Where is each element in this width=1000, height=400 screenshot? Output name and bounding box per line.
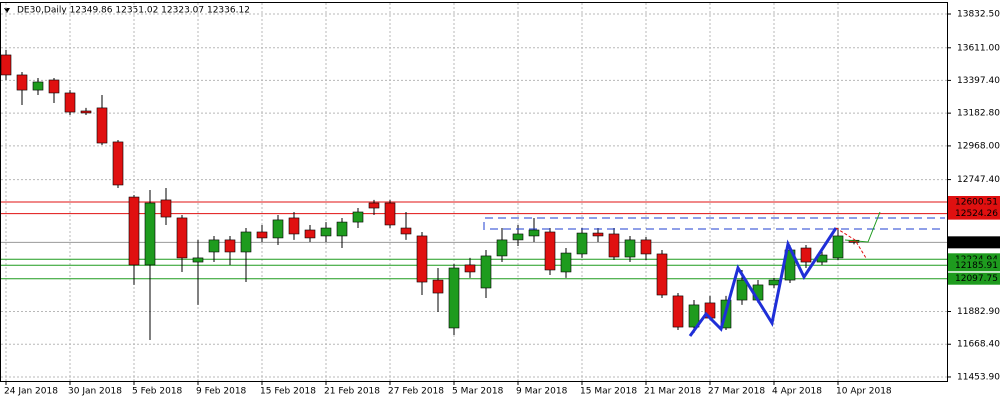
x-tick-label: 27 Feb 2018 [388, 387, 444, 397]
candle-body [608, 233, 620, 258]
candle-body [768, 279, 780, 286]
candle-body [80, 110, 92, 114]
price-level-label: 12097.75 [955, 274, 998, 284]
candle-body [656, 253, 668, 296]
y-tick-label: 11453.90 [957, 372, 1000, 382]
price-level-label: 12336.12 [955, 238, 998, 248]
x-tick-label: 24 Jan 2018 [4, 387, 58, 397]
projection-up [844, 211, 881, 243]
y-tick-label: 11882.90 [957, 307, 1000, 317]
price-level-tag [948, 195, 1000, 208]
x-tick-label: 21 Feb 2018 [324, 387, 380, 397]
candle-body [112, 141, 124, 186]
price-level-label: 12524.26 [955, 209, 998, 219]
x-tick-label: 15 Mar 2018 [580, 387, 637, 397]
candle-body [432, 279, 444, 294]
candle-body [208, 239, 220, 253]
candle-body [736, 279, 748, 301]
candle-body [544, 231, 556, 271]
plot-frame [0, 2, 948, 382]
y-tick-label: 12747.40 [957, 175, 1000, 185]
price-level-tag [948, 236, 1000, 249]
x-tick-label: 15 Feb 2018 [260, 387, 316, 397]
candle-body [464, 264, 476, 273]
x-tick-label: 21 Mar 2018 [644, 387, 701, 397]
x-tick-label: 5 Feb 2018 [132, 387, 183, 397]
chart-title: DE30,Daily 12349.86 12351.02 12323.07 12… [17, 6, 250, 16]
candle-body [512, 233, 524, 241]
candle-body [800, 247, 812, 263]
candle-body [576, 232, 588, 255]
x-tick-label: 5 Mar 2018 [452, 387, 504, 397]
candle-body [480, 255, 492, 289]
candle-body [336, 221, 348, 237]
candle-body [304, 229, 316, 239]
x-tick-label: 4 Apr 2018 [772, 387, 822, 397]
x-tick-label: 9 Mar 2018 [516, 387, 568, 397]
candle-body [48, 79, 60, 94]
menu-icon [4, 8, 10, 13]
candle-body [592, 232, 604, 237]
candle-body [224, 239, 236, 253]
candle-body [368, 202, 380, 209]
axes: 13832.50 13611.00 13397.40 13182.80 12968.00… [4, 9, 1000, 397]
x-tick-label: 9 Feb 2018 [196, 387, 247, 397]
price-level-label: 12600.51 [955, 197, 998, 207]
price-level-tag [948, 272, 1000, 285]
candle-body [416, 235, 428, 283]
candle-body [160, 199, 172, 218]
candle-body [240, 231, 252, 253]
y-tick-label: 13611.00 [957, 43, 1000, 53]
candle-body [448, 267, 460, 329]
candle-body [96, 107, 108, 144]
y-tick-label: 12968.00 [957, 141, 1000, 151]
candle-body [560, 252, 572, 273]
y-tick-label: 11668.40 [957, 340, 1000, 350]
zigzag [688, 227, 838, 337]
candle-body [384, 202, 396, 226]
price-level-tag [948, 207, 1000, 220]
candle-body [688, 304, 700, 328]
candle-body [400, 227, 412, 235]
candle-body [0, 54, 12, 76]
candle-body [256, 231, 268, 239]
candle-body [192, 257, 204, 263]
candle-body [16, 74, 28, 91]
grid [1, 3, 947, 381]
x-tick-label: 10 Apr 2018 [836, 387, 892, 397]
x-tick-label: 27 Mar 2018 [708, 387, 765, 397]
x-tick-label: 30 Jan 2018 [68, 387, 122, 397]
candle-body [528, 229, 540, 237]
price-level-tag [948, 259, 1000, 272]
candle-body [624, 239, 636, 258]
candle-body [496, 239, 508, 257]
dashed-zone [483, 217, 945, 230]
y-tick-label: 13397.40 [957, 76, 1000, 86]
candle-body [64, 92, 76, 113]
candle-body [288, 217, 300, 235]
price-level-label: 12185.91 [955, 261, 998, 271]
candle-body [640, 239, 652, 255]
candle-body [176, 217, 188, 259]
projection-down [835, 227, 867, 259]
y-tick-label: 13182.80 [957, 109, 1000, 119]
candle-body [832, 235, 844, 259]
candle-body [128, 196, 140, 266]
y-tick-label: 13832.50 [957, 9, 1000, 19]
candle-body [320, 227, 332, 237]
candle-body [672, 295, 684, 328]
candle-body [272, 219, 284, 239]
candle-body [32, 81, 44, 91]
candle-body [352, 211, 364, 223]
annotations [483, 211, 945, 337]
candles [0, 49, 860, 341]
candle-body [144, 202, 156, 266]
